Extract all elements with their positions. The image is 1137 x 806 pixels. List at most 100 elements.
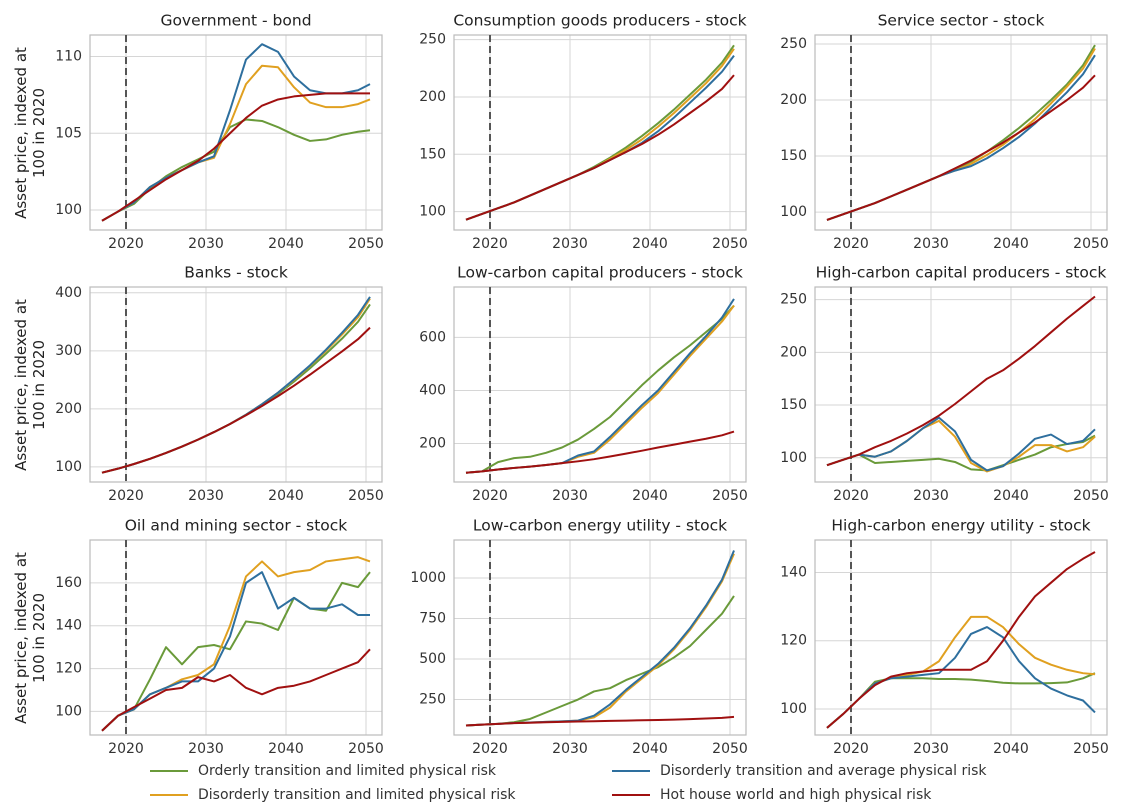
y-tick-label: 200 bbox=[55, 401, 82, 417]
x-tick-label: 2040 bbox=[632, 488, 668, 504]
plot-border bbox=[814, 286, 1108, 483]
x-tick-label: 2050 bbox=[712, 488, 748, 504]
series-line bbox=[826, 416, 1096, 472]
x-tick-label: 2050 bbox=[348, 236, 384, 252]
plot-border bbox=[453, 34, 747, 231]
x-tick-label: 2020 bbox=[108, 741, 144, 757]
chart-title: Low-carbon capital producers - stock bbox=[457, 264, 743, 282]
chart-title: High-carbon energy utility - stock bbox=[831, 517, 1090, 535]
y-tick-label: 150 bbox=[780, 397, 807, 413]
y-tick-label: 200 bbox=[419, 436, 446, 452]
x-tick-label: 2020 bbox=[472, 741, 508, 757]
y-tick-label: 105 bbox=[55, 125, 82, 141]
plot-area bbox=[454, 540, 746, 735]
series-line bbox=[465, 715, 735, 727]
x-tick-label: 2040 bbox=[993, 236, 1029, 252]
y-tick-label: 100 bbox=[55, 459, 82, 475]
y-tick-label: 200 bbox=[419, 89, 446, 105]
plot-area bbox=[815, 287, 1107, 482]
x-tick-label: 2050 bbox=[1073, 236, 1109, 252]
y-tick-label: 100 bbox=[780, 450, 807, 466]
x-tick-label: 2030 bbox=[552, 741, 588, 757]
chart-title: Low-carbon energy utility - stock bbox=[473, 517, 727, 535]
y-tick-label: 140 bbox=[780, 564, 807, 580]
series-line bbox=[101, 571, 370, 732]
plot-area bbox=[815, 35, 1107, 230]
x-tick-label: 2020 bbox=[108, 236, 144, 252]
y-tick-label: 100 bbox=[55, 202, 82, 218]
y-tick-label: 250 bbox=[419, 692, 446, 708]
y-tick-label: 150 bbox=[419, 146, 446, 162]
legend-label: Disorderly transition and limited physic… bbox=[198, 787, 516, 803]
y-tick-label: 120 bbox=[55, 661, 82, 677]
series-line bbox=[826, 626, 1096, 729]
x-tick-label: 2050 bbox=[1073, 488, 1109, 504]
y-tick-label: 400 bbox=[55, 285, 82, 301]
plot-area bbox=[454, 35, 746, 230]
y-axis-label: Asset price, indexed at 100 in 2020 bbox=[12, 298, 48, 471]
x-tick-label: 2040 bbox=[993, 741, 1029, 757]
y-tick-label: 100 bbox=[780, 701, 807, 717]
x-tick-label: 2030 bbox=[188, 488, 224, 504]
y-tick-label: 300 bbox=[55, 343, 82, 359]
x-tick-label: 2050 bbox=[712, 236, 748, 252]
y-tick-label: 400 bbox=[419, 382, 446, 398]
x-tick-label: 2020 bbox=[833, 236, 869, 252]
y-axis-label: Asset price, indexed at 100 in 2020 bbox=[12, 46, 48, 219]
y-tick-label: 150 bbox=[780, 148, 807, 164]
series-line bbox=[101, 648, 371, 732]
chart-title: Banks - stock bbox=[184, 264, 288, 282]
y-tick-label: 100 bbox=[780, 204, 807, 220]
plot-border bbox=[89, 34, 383, 231]
y-tick-label: 750 bbox=[419, 611, 446, 627]
x-tick-label: 2030 bbox=[913, 741, 949, 757]
x-tick-label: 2030 bbox=[188, 236, 224, 252]
y-tick-label: 120 bbox=[780, 633, 807, 649]
x-tick-label: 2020 bbox=[108, 488, 144, 504]
plot-border bbox=[814, 539, 1108, 736]
y-axis-label: Asset price, indexed at 100 in 2020 bbox=[12, 551, 48, 724]
x-tick-label: 2030 bbox=[188, 741, 224, 757]
plot-border bbox=[814, 34, 1108, 231]
x-tick-label: 2050 bbox=[348, 488, 384, 504]
plot-border bbox=[453, 539, 747, 736]
y-tick-label: 200 bbox=[780, 344, 807, 360]
x-tick-label: 2030 bbox=[552, 236, 588, 252]
y-tick-label: 250 bbox=[780, 292, 807, 308]
y-tick-label: 250 bbox=[780, 36, 807, 52]
series-line bbox=[101, 326, 371, 474]
x-tick-label: 2040 bbox=[268, 741, 304, 757]
series-line bbox=[465, 430, 735, 474]
y-tick-label: 1000 bbox=[410, 570, 446, 586]
chart-title: Service sector - stock bbox=[878, 12, 1045, 30]
y-tick-label: 200 bbox=[780, 92, 807, 108]
legend-label: Disorderly transition and average physic… bbox=[660, 763, 987, 779]
x-tick-label: 2050 bbox=[712, 741, 748, 757]
x-tick-label: 2040 bbox=[632, 236, 668, 252]
x-tick-label: 2050 bbox=[1073, 741, 1109, 757]
chart-title: Consumption goods producers - stock bbox=[453, 12, 746, 30]
plot-area bbox=[90, 287, 382, 482]
y-tick-label: 500 bbox=[419, 651, 446, 667]
series-line bbox=[826, 295, 1096, 467]
chart-title: Government - bond bbox=[160, 12, 311, 30]
x-tick-label: 2040 bbox=[993, 488, 1029, 504]
x-tick-label: 2040 bbox=[268, 488, 304, 504]
x-tick-label: 2030 bbox=[552, 488, 588, 504]
series-line bbox=[101, 571, 371, 732]
y-tick-label: 600 bbox=[419, 329, 446, 345]
y-tick-label: 140 bbox=[55, 618, 82, 634]
chart-title: High-carbon capital producers - stock bbox=[816, 264, 1107, 282]
y-tick-label: 100 bbox=[419, 204, 446, 220]
y-tick-label: 110 bbox=[55, 48, 82, 64]
x-tick-label: 2020 bbox=[833, 741, 869, 757]
x-tick-label: 2040 bbox=[268, 236, 304, 252]
x-tick-label: 2020 bbox=[472, 488, 508, 504]
y-tick-label: 100 bbox=[55, 703, 82, 719]
series-line bbox=[826, 672, 1096, 729]
chart-title: Oil and mining sector - stock bbox=[125, 517, 348, 535]
x-tick-label: 2020 bbox=[472, 236, 508, 252]
series-line bbox=[465, 74, 735, 221]
